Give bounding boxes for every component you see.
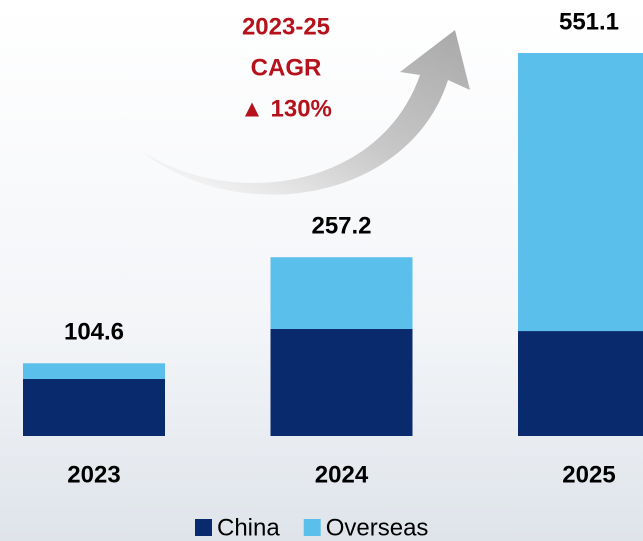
total-label: 257.2: [311, 213, 371, 240]
annotation: CAGR: [251, 54, 322, 81]
growth-arrow: [140, 30, 470, 195]
legend-swatch: [303, 519, 321, 536]
bar-segment: [270, 257, 413, 329]
bar-segment: [518, 331, 643, 436]
legend-label: Overseas: [326, 514, 429, 541]
x-tick-label: 2023: [67, 461, 120, 488]
total-label: 551.1: [559, 8, 619, 35]
annotation: ▲ 130%: [240, 95, 332, 122]
legend-label: China: [217, 514, 280, 541]
bar-segment: [518, 52, 643, 332]
x-tick-label: 2024: [315, 461, 369, 488]
x-tick-label: 2025: [562, 461, 615, 488]
total-label: 104.6: [64, 319, 124, 346]
annotation: 2023-25: [242, 13, 330, 40]
plot: 104.6 2023 257.2 2024 551.1 2025 2023-25 CAGR ▲ …: [23, 8, 643, 541]
bar-segment: [270, 328, 413, 436]
bar-segment: [23, 363, 165, 380]
bar-segment: [23, 379, 165, 436]
legend-swatch: [195, 519, 212, 536]
